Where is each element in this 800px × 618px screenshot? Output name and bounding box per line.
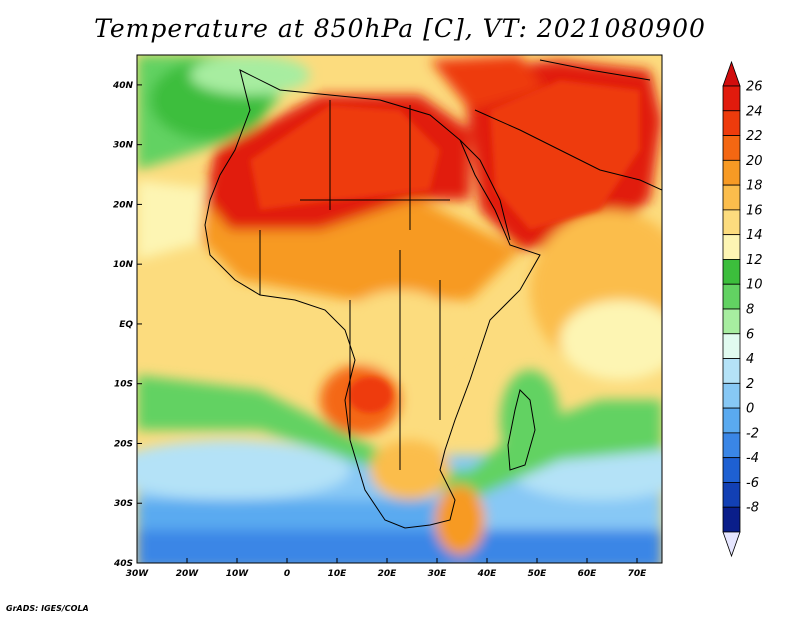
lon-tick-label: 10E	[328, 569, 348, 579]
colorbar-label: 2	[746, 377, 754, 392]
colorbar-box	[722, 457, 741, 483]
colorbar-label: 10	[746, 278, 763, 293]
colorbar-box	[722, 234, 741, 260]
coastlines	[204, 59, 662, 529]
lat-tick-label: 20N	[113, 200, 134, 210]
lon-tick-label: 30E	[428, 569, 448, 579]
lat-tick-label: 10N	[113, 260, 134, 270]
colorbar-box	[722, 482, 741, 508]
colorbar-box	[722, 259, 741, 285]
lat-tick-label: 20S	[114, 439, 133, 449]
lat-tick-label: 40N	[112, 81, 134, 91]
lon-tick-label: 10W	[226, 569, 250, 579]
colorbar-bottom-arrow	[722, 531, 741, 558]
colorbar-label: 16	[746, 203, 763, 218]
colorbar-box	[722, 135, 741, 161]
colorbar-label: 4	[746, 352, 754, 367]
lon-tick-label: 50E	[528, 569, 548, 579]
colorbar-box	[722, 110, 741, 136]
colorbar-box	[722, 407, 741, 434]
colorbar-box	[722, 184, 741, 211]
colorbar-label: 20	[746, 154, 763, 169]
colorbar-label: 0	[746, 402, 754, 417]
axis-layer: 30W 20W 10W 0 10E 20E 30E 40E 50E 60E 70E 40N 30N 20N…	[112, 81, 647, 579]
colorbar-box	[722, 85, 741, 112]
lat-tick-label: 10S	[114, 380, 133, 390]
colorbar-box	[722, 283, 741, 310]
colorbar-label: -2	[746, 426, 759, 441]
colorbar-label: 14	[746, 228, 763, 243]
lon-tick-label: 60E	[578, 569, 598, 579]
colorbar-label: 12	[746, 253, 763, 268]
colorbar-box	[722, 159, 741, 186]
chart-title: Temperature at 850hPa [C], VT: 202108090…	[94, 14, 706, 43]
lon-tick-label: 40E	[477, 569, 498, 579]
colorbar-box	[722, 432, 741, 459]
colorbar-top-arrow	[722, 60, 741, 87]
colorbar-label: -8	[746, 501, 759, 516]
grads-credit: GrADS: IGES/COLA	[6, 604, 89, 613]
colorbar-label: -4	[746, 451, 759, 466]
colorbar-label: 24	[746, 104, 763, 119]
colorbar-box	[722, 358, 741, 384]
colorbar-box	[722, 308, 741, 335]
colorbar-box	[722, 209, 741, 236]
lat-tick-label: EQ	[119, 320, 133, 330]
lon-tick-label: 30W	[126, 569, 150, 579]
colorbar-label: 22	[746, 129, 763, 144]
lat-tick-label: 30N	[113, 141, 134, 151]
lon-tick-label: 70E	[628, 569, 648, 579]
lon-tick-label: 20E	[378, 569, 398, 579]
colorbar-label: 26	[746, 80, 763, 95]
colorbar-box	[722, 333, 741, 359]
colorbar-box	[722, 382, 741, 409]
lon-tick-label: 0	[284, 569, 290, 579]
lat-tick-label: 30S	[114, 499, 133, 509]
colorbar-label: 18	[746, 179, 763, 194]
colorbar-label: 8	[746, 303, 754, 318]
colorbar-box	[722, 506, 741, 533]
colorbar-label: 6	[746, 327, 754, 342]
lon-tick-label: 20W	[176, 569, 200, 579]
plot-frame	[136, 54, 663, 564]
colorbar-label: -6	[746, 476, 759, 491]
lat-tick-label: 40S	[113, 559, 133, 569]
